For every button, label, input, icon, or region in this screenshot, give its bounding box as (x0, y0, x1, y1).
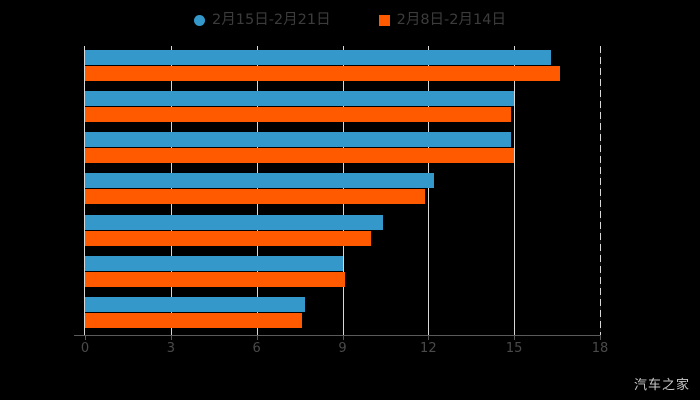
legend-label-series-2: 2月8日-2月14日 (396, 11, 506, 28)
bar[interactable] (85, 132, 512, 148)
bar[interactable] (85, 148, 515, 164)
x-tick-label-3: 3 (166, 341, 175, 356)
x-axis-line (74, 335, 600, 336)
bar[interactable] (85, 107, 512, 123)
circle-marker-icon (194, 14, 206, 26)
chart-legend: 2月15日-2月21日 2月8日-2月14日 (0, 8, 700, 32)
legend-item-series-1[interactable]: 2月15日-2月21日 (194, 13, 331, 28)
x-tick-label-9: 9 (338, 341, 347, 356)
x-tick-label-18: 18 (591, 341, 609, 356)
legend-item-series-2[interactable]: 2月8日-2月14日 (378, 11, 506, 28)
tick-mark-12 (428, 335, 430, 340)
x-tick-label-0: 0 (80, 341, 90, 356)
gridline-12 (428, 46, 430, 336)
x-tick-label-12: 12 (420, 341, 437, 356)
bar[interactable] (85, 91, 515, 107)
bar-group (85, 253, 600, 294)
gridline-15 (514, 46, 516, 336)
bar-group (85, 47, 600, 88)
tick-mark-18 (600, 335, 601, 340)
watermark: 汽车之家 (633, 378, 690, 393)
tick-mark-15 (514, 335, 516, 340)
tick-mark-0 (85, 335, 86, 340)
square-marker-icon (378, 14, 390, 26)
bar[interactable] (85, 173, 435, 189)
tick-mark-9 (342, 335, 344, 340)
bar[interactable] (85, 296, 306, 312)
gridline-18 (600, 46, 601, 336)
bar[interactable] (85, 66, 560, 81)
bar-group (85, 129, 600, 170)
bar[interactable] (85, 230, 372, 246)
x-tick-label-15: 15 (505, 341, 523, 356)
bar[interactable] (85, 50, 552, 65)
bar-group (85, 88, 600, 129)
y-axis-line (84, 46, 85, 336)
bar[interactable] (85, 312, 303, 328)
tick-mark-3 (170, 335, 172, 340)
legend-label-series-1: 2月15日-2月21日 (212, 11, 331, 28)
bar[interactable] (85, 271, 346, 287)
bar[interactable] (85, 214, 383, 230)
tick-mark-6 (256, 335, 258, 340)
bar[interactable] (85, 189, 426, 205)
bar-group (85, 294, 600, 335)
x-tick-label-6: 6 (252, 341, 261, 356)
bar-group (85, 212, 600, 253)
bar-group (85, 170, 600, 211)
bar[interactable] (85, 255, 343, 271)
